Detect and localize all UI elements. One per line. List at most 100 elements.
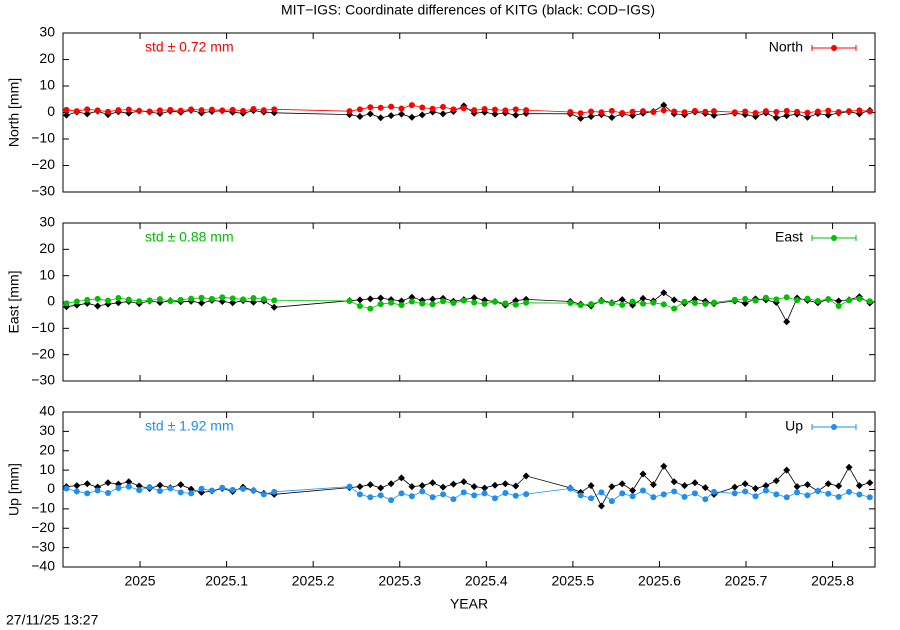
data-point bbox=[83, 110, 91, 118]
data-point bbox=[156, 107, 163, 114]
data-point bbox=[460, 297, 467, 304]
data-point bbox=[762, 294, 769, 301]
data-point bbox=[177, 489, 184, 496]
data-point bbox=[804, 492, 811, 499]
data-point bbox=[670, 478, 678, 486]
data-point bbox=[762, 482, 770, 490]
data-point bbox=[73, 298, 80, 305]
y-tick-label: −10 bbox=[31, 500, 55, 516]
data-point bbox=[356, 112, 364, 120]
data-point bbox=[710, 108, 717, 115]
legend-label: North bbox=[769, 39, 803, 55]
y-tick-label: −20 bbox=[31, 519, 55, 535]
data-point bbox=[398, 105, 405, 112]
data-point bbox=[94, 295, 101, 302]
data-point bbox=[710, 111, 718, 119]
data-point bbox=[825, 296, 832, 303]
series-line bbox=[66, 104, 870, 114]
x-tick-label: 2025.8 bbox=[811, 573, 854, 589]
data-point bbox=[125, 296, 132, 303]
data-point bbox=[639, 294, 647, 302]
data-point bbox=[429, 295, 437, 303]
data-point bbox=[640, 487, 646, 494]
data-point bbox=[156, 481, 164, 489]
data-point bbox=[125, 106, 132, 113]
data-point bbox=[429, 479, 437, 487]
legend-label: East bbox=[775, 229, 803, 245]
data-point bbox=[198, 299, 206, 307]
data-point bbox=[629, 298, 636, 305]
data-point bbox=[523, 107, 530, 114]
data-point bbox=[84, 490, 91, 497]
data-point bbox=[619, 490, 626, 497]
data-point bbox=[856, 295, 863, 302]
data-point bbox=[208, 106, 215, 113]
data-point bbox=[671, 305, 678, 312]
data-point bbox=[691, 490, 698, 497]
data-point bbox=[660, 462, 668, 470]
data-point bbox=[398, 302, 405, 309]
x-tick-label: 2025.5 bbox=[551, 573, 594, 589]
data-point bbox=[783, 294, 790, 301]
data-point bbox=[835, 297, 843, 305]
data-point bbox=[619, 110, 626, 117]
data-point bbox=[397, 110, 405, 118]
data-point bbox=[408, 298, 415, 305]
data-point bbox=[460, 105, 467, 112]
data-point bbox=[608, 107, 615, 114]
y-axis-label: East [mm] bbox=[6, 270, 22, 333]
data-point bbox=[419, 104, 426, 111]
data-point bbox=[219, 294, 226, 301]
data-point bbox=[660, 301, 667, 308]
data-point bbox=[270, 303, 278, 311]
data-point bbox=[63, 111, 70, 119]
data-point bbox=[408, 493, 415, 500]
data-point bbox=[260, 296, 267, 303]
data-point bbox=[250, 295, 257, 302]
data-point bbox=[741, 480, 749, 488]
data-point bbox=[471, 107, 478, 114]
y-axis-label: North [mm] bbox=[6, 78, 22, 147]
data-point bbox=[671, 108, 678, 115]
plot-area bbox=[63, 289, 874, 326]
y-tick-label: −10 bbox=[31, 130, 55, 146]
data-point bbox=[408, 113, 416, 121]
data-point bbox=[731, 490, 738, 497]
data-point bbox=[702, 108, 709, 115]
data-point bbox=[388, 103, 395, 110]
data-point bbox=[219, 107, 226, 114]
x-tick-label: 2025.3 bbox=[378, 573, 421, 589]
data-point bbox=[491, 298, 498, 305]
data-point bbox=[346, 108, 353, 115]
data-point bbox=[115, 107, 122, 114]
data-point bbox=[356, 302, 363, 309]
data-point bbox=[240, 107, 247, 114]
plot-area bbox=[63, 101, 874, 122]
data-point bbox=[608, 498, 615, 505]
data-point bbox=[105, 297, 112, 304]
data-point bbox=[501, 480, 509, 488]
data-point bbox=[710, 488, 717, 495]
data-point bbox=[125, 478, 133, 486]
data-point bbox=[491, 481, 499, 489]
annotation: std ± 0.72 mm bbox=[145, 39, 234, 55]
data-point bbox=[752, 110, 759, 117]
y-tick-label: 30 bbox=[39, 422, 55, 438]
x-tick-label: 2025.7 bbox=[725, 573, 768, 589]
x-tick-label: 2025.1 bbox=[205, 573, 248, 589]
data-point bbox=[502, 107, 509, 114]
data-point bbox=[783, 318, 791, 326]
data-point bbox=[366, 295, 374, 303]
data-point bbox=[356, 296, 364, 304]
data-point bbox=[481, 300, 488, 307]
data-point bbox=[408, 483, 416, 491]
y-tick-label: −30 bbox=[31, 372, 55, 388]
data-point bbox=[856, 491, 863, 498]
y-tick-label: 20 bbox=[39, 441, 55, 457]
data-point bbox=[660, 491, 667, 498]
data-point bbox=[512, 482, 520, 490]
data-point bbox=[650, 108, 657, 115]
timestamp: 27/11/25 13:27 bbox=[6, 612, 99, 628]
y-tick-label: −20 bbox=[31, 156, 55, 172]
data-point bbox=[136, 107, 143, 114]
